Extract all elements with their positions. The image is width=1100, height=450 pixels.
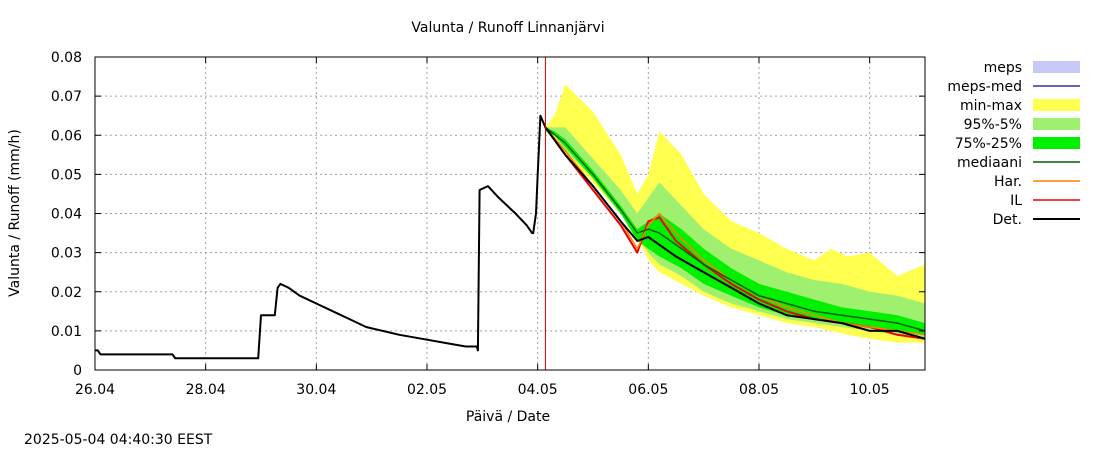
legend-label-mediaani: mediaani [957,155,1022,171]
y-tick-label: 0.04 [51,207,82,223]
legend-label-75-25: 75%-25% [955,136,1022,152]
series-lines [95,114,926,360]
x-tick-label: 06.05 [628,382,668,398]
x-tick-label: 02.05 [407,382,447,398]
legend-swatch-75-25 [1033,137,1080,149]
legend: meps meps-med min-max 95%-5% 75%-25% mediaani… [947,60,1080,228]
axes: 26.04 28.04 30.04 02.05 04.05 06.05 08.05 10.05… [51,50,925,398]
y-tick-label: 0.06 [51,128,82,144]
legend-label-min-max: min-max [960,98,1022,114]
uncertainty-bands [545,84,925,343]
x-tick-label: 28.04 [186,382,226,398]
series-mediaani-line [544,126,926,332]
x-tick-label: 30.04 [296,382,336,398]
band-min-max [545,84,925,343]
legend-label-meps-med: meps-med [947,79,1022,95]
legend-label-har: Har. [994,174,1022,190]
x-tick-label: 04.05 [518,382,558,398]
band-95-5- [545,127,925,339]
y-tick-label: 0.08 [51,50,82,66]
x-tick-label: 10.05 [850,382,890,398]
y-tick-label: 0.05 [51,167,82,183]
legend-swatch-95-5 [1033,118,1080,130]
x-tick-label: 08.05 [739,382,779,398]
y-axis-label: Valunta / Runoff (mm/h) [7,129,23,297]
y-tick-label: 0.03 [51,246,82,262]
legend-label-meps: meps [984,60,1022,76]
y-tick-label: 0.02 [51,285,82,301]
series-det-line [95,114,926,360]
x-tick-label: 26.04 [75,382,115,398]
legend-swatch-min-max [1033,99,1080,111]
y-tick-label: 0.01 [51,324,82,340]
x-axis-label: Päivä / Date [466,409,550,425]
band-75-25- [545,127,925,335]
legend-label-il: IL [1010,193,1022,209]
legend-swatch-meps [1033,61,1080,73]
y-tick-label: 0.07 [51,89,82,105]
legend-label-95-5: 95%-5% [964,117,1022,133]
legend-label-det: Det. [993,212,1022,228]
chart-title: Valunta / Runoff Linnanjärvi [411,20,604,36]
y-tick-label: 0 [73,363,82,379]
timestamp: 2025-05-04 04:40:30 EEST [24,432,213,448]
